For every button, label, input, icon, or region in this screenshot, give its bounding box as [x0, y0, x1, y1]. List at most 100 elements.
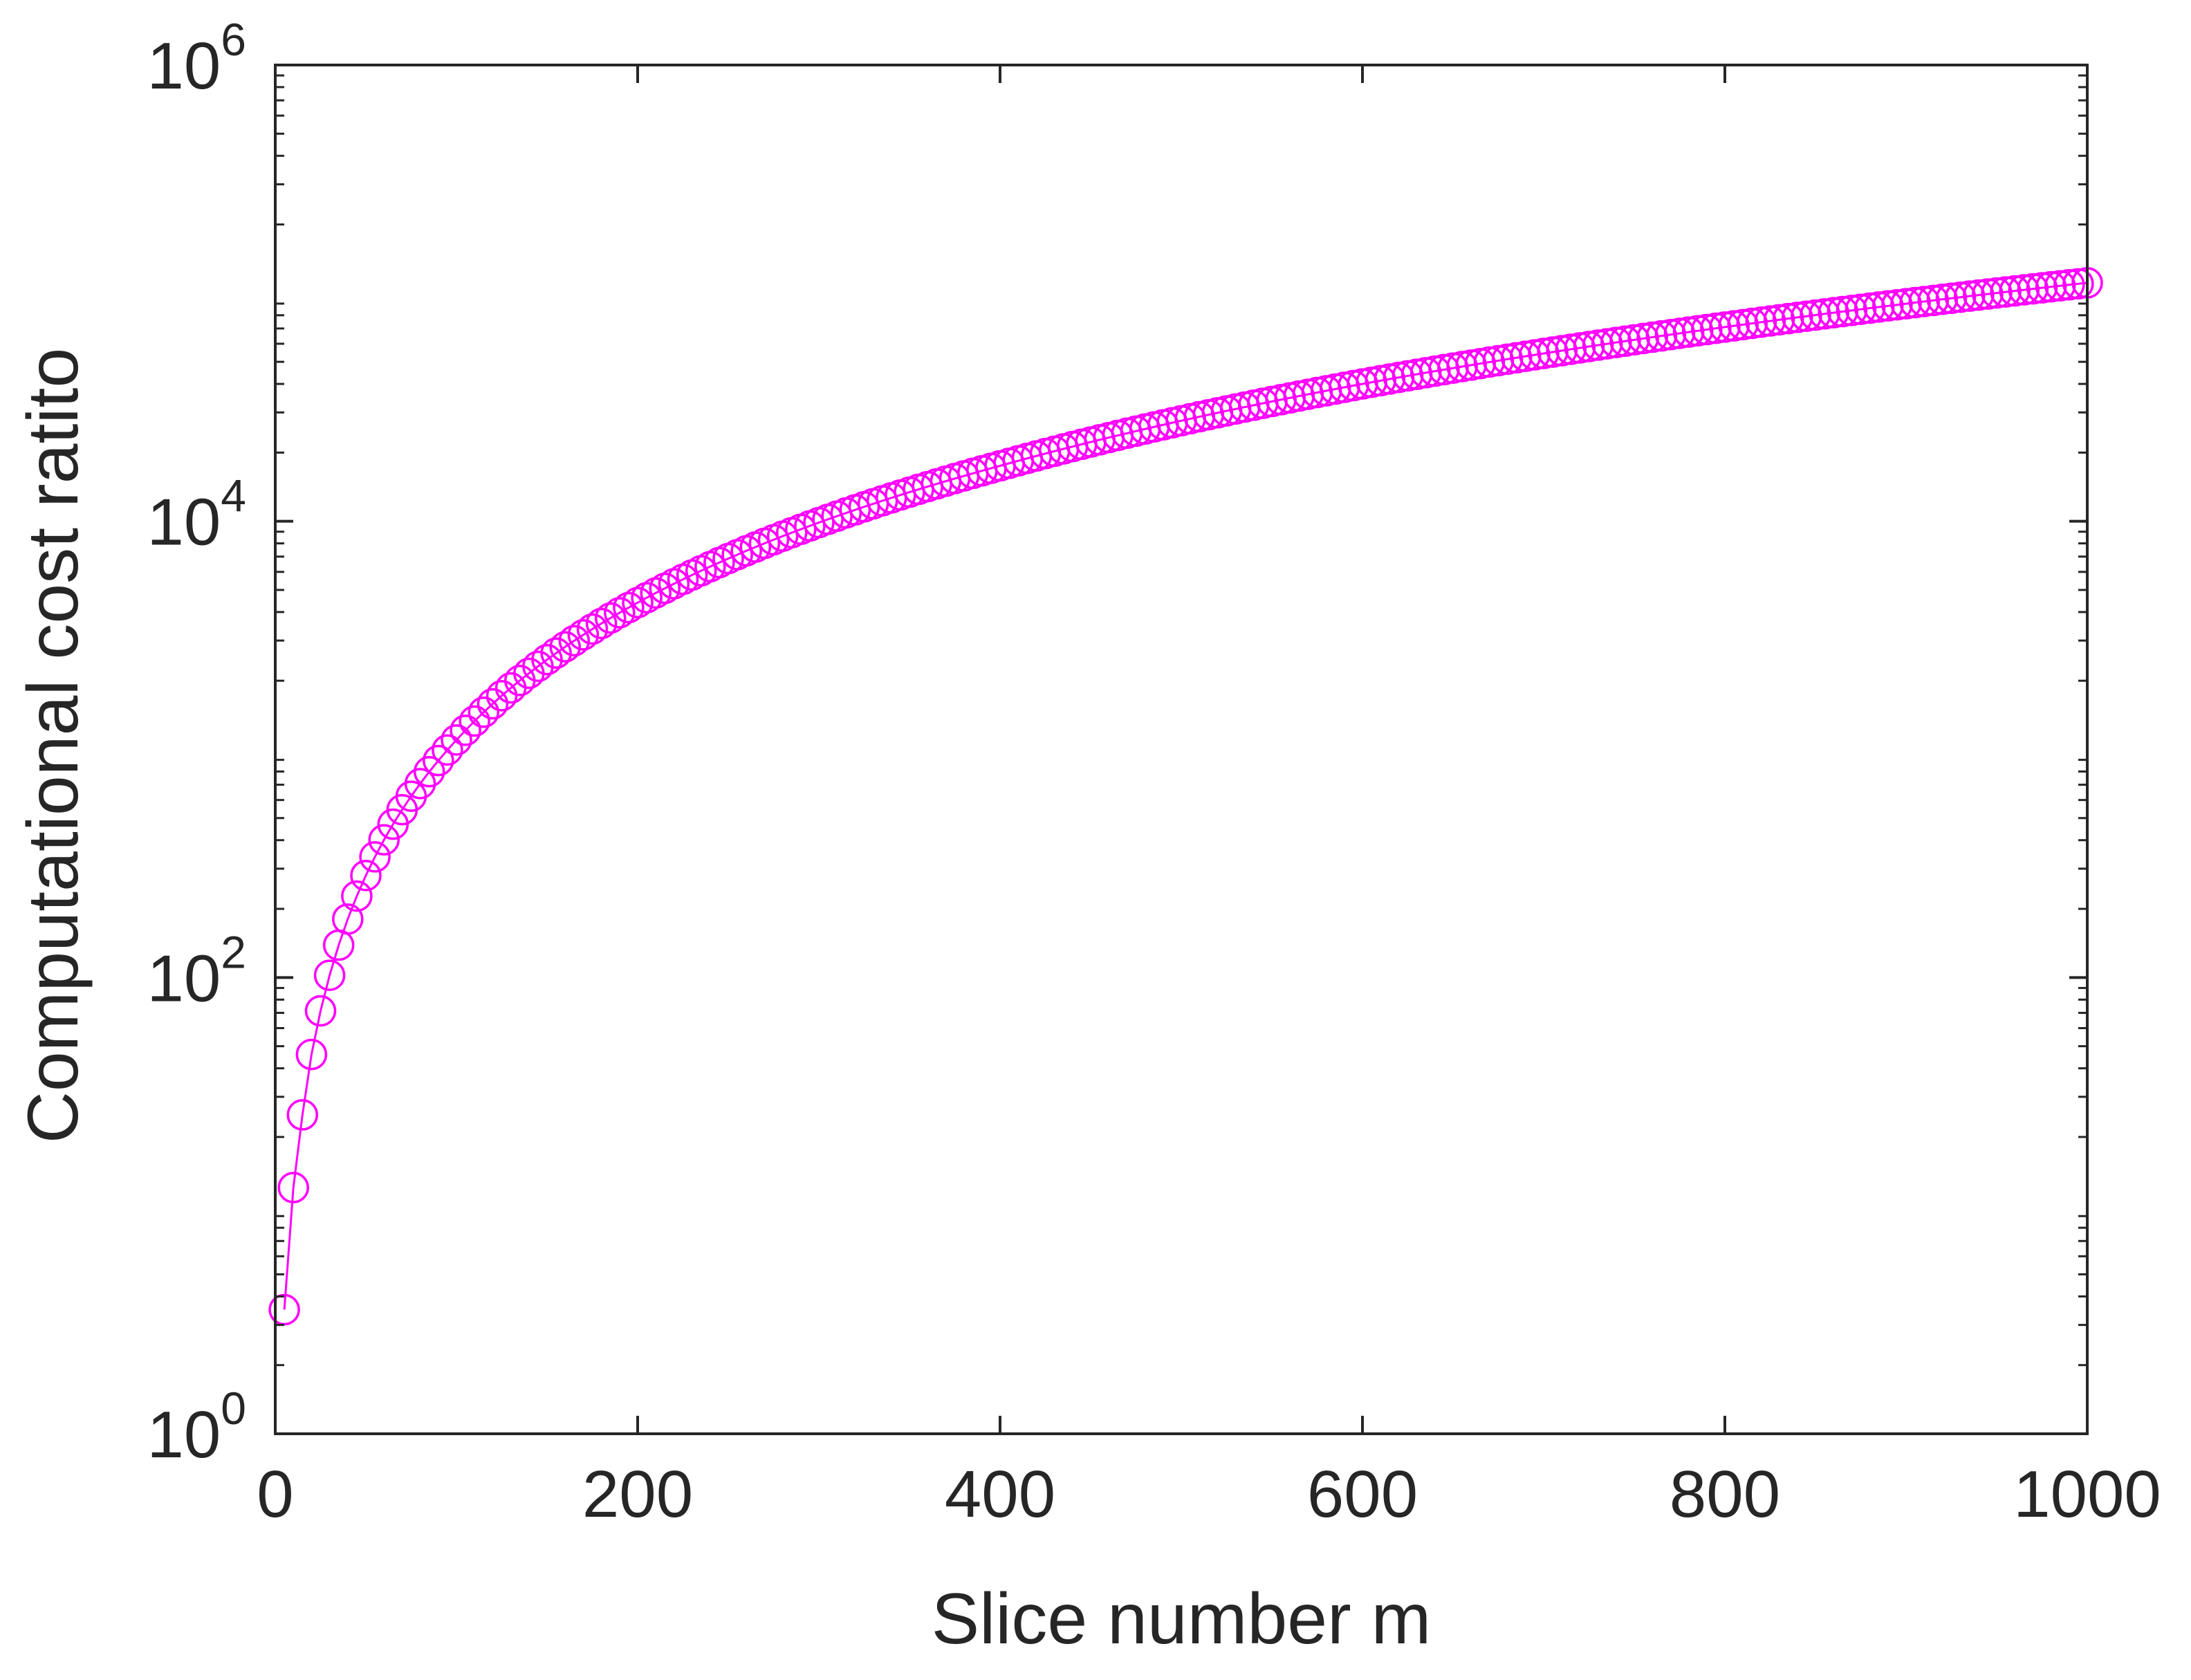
- data-point: [1591, 328, 1623, 360]
- data-point: [1981, 277, 2013, 309]
- data-point: [341, 880, 373, 912]
- y-tick-label-exponent: 0: [221, 1383, 246, 1434]
- data-point: [531, 643, 563, 676]
- data-point: [1600, 326, 1632, 358]
- data-point: [1782, 302, 1813, 333]
- data-point: [1519, 339, 1551, 371]
- data-point: [468, 696, 500, 728]
- y-tick-label-base: 10: [147, 486, 221, 560]
- y-tick-label-base: 10: [147, 941, 221, 1015]
- data-point: [350, 860, 382, 892]
- data-point: [1953, 280, 1986, 312]
- data-point: [477, 687, 509, 720]
- data-point: [1627, 322, 1659, 355]
- data-point: [1727, 308, 1759, 341]
- data-point: [1745, 306, 1777, 338]
- data-point: [432, 734, 463, 766]
- data-point: [1691, 313, 1723, 346]
- labels-layer: Slice number m Computational cost ratito: [13, 348, 1431, 1659]
- data-point: [1872, 290, 1904, 322]
- data-point: [1990, 276, 2022, 308]
- y-tick-label-exponent: 4: [221, 470, 246, 521]
- data-point: [359, 841, 391, 873]
- data-point: [450, 714, 481, 746]
- data-point: [1853, 292, 1886, 324]
- x-tick-label: 200: [582, 1457, 693, 1531]
- data-point: [277, 1172, 309, 1203]
- data-point: [2044, 270, 2076, 302]
- data-point: [1672, 316, 1705, 348]
- data-point: [2026, 272, 2058, 304]
- x-axis-label: Slice number m: [932, 1579, 1431, 1659]
- data-point: [1618, 324, 1650, 356]
- series-layer: [268, 267, 2103, 1326]
- data-point: [604, 597, 636, 629]
- data-point: [1999, 275, 2031, 307]
- data-point: [1663, 317, 1696, 349]
- data-point: [585, 607, 618, 640]
- data-point: [1709, 311, 1741, 343]
- data-point: [1763, 304, 1795, 336]
- x-tick-label: 600: [1307, 1457, 1418, 1531]
- series-line: [283, 281, 2088, 1310]
- data-point: [1636, 321, 1668, 353]
- data-point: [1881, 288, 1913, 321]
- data-point: [1827, 295, 1859, 328]
- data-point: [1718, 310, 1750, 342]
- data-point: [1809, 298, 1840, 330]
- data-point: [1890, 288, 1922, 320]
- data-point: [1836, 295, 1868, 326]
- data-point: [1537, 336, 1569, 368]
- data-point: [304, 995, 337, 1027]
- y-tick-label-base: 10: [147, 1398, 221, 1472]
- data-point: [1818, 297, 1849, 329]
- data-point: [1736, 307, 1768, 340]
- y-tick-label: 106: [147, 14, 247, 103]
- data-point: [2035, 270, 2067, 303]
- data-point: [622, 587, 654, 619]
- data-point: [1609, 325, 1641, 357]
- data-point: [368, 824, 400, 856]
- data-point: [2017, 273, 2049, 305]
- data-point: [413, 756, 445, 788]
- y-axis-label: Computational cost ratito: [13, 348, 93, 1143]
- x-tick-label: 1000: [2013, 1457, 2161, 1531]
- data-point: [286, 1099, 319, 1131]
- data-point: [2008, 274, 2040, 306]
- data-point: [1791, 300, 1822, 332]
- data-point: [1555, 333, 1587, 365]
- data-point: [1908, 286, 1940, 317]
- data-point: [1935, 282, 1968, 314]
- data-point: [1754, 305, 1786, 337]
- data-point: [1917, 284, 1950, 317]
- data-point: [1772, 302, 1804, 335]
- data-point: [1800, 299, 1831, 331]
- data-point: [332, 903, 364, 935]
- data-point: [459, 705, 490, 737]
- x-tick-label: 0: [257, 1457, 293, 1531]
- x-tick-label: 400: [945, 1457, 1055, 1531]
- data-point: [268, 1293, 300, 1326]
- data-point: [558, 625, 591, 657]
- y-tick-label: 100: [147, 1383, 247, 1472]
- data-point: [1645, 320, 1678, 352]
- data-point: [613, 591, 645, 624]
- data-point: [295, 1038, 328, 1071]
- data-point: [1862, 291, 1895, 323]
- x-tick-label: 800: [1670, 1457, 1780, 1531]
- data-point: [441, 724, 472, 756]
- data-point: [2053, 269, 2085, 301]
- data-point: [423, 744, 454, 777]
- data-point: [1654, 319, 1687, 351]
- data-point: [2062, 268, 2094, 300]
- data-point: [567, 619, 600, 651]
- data-point: [1899, 286, 1931, 319]
- data-point: [1681, 315, 1714, 347]
- data-point: [1700, 312, 1732, 344]
- data-point: [1510, 340, 1542, 372]
- data-point: [1972, 278, 2004, 310]
- data-point: [540, 637, 572, 670]
- data-point: [1944, 281, 1977, 313]
